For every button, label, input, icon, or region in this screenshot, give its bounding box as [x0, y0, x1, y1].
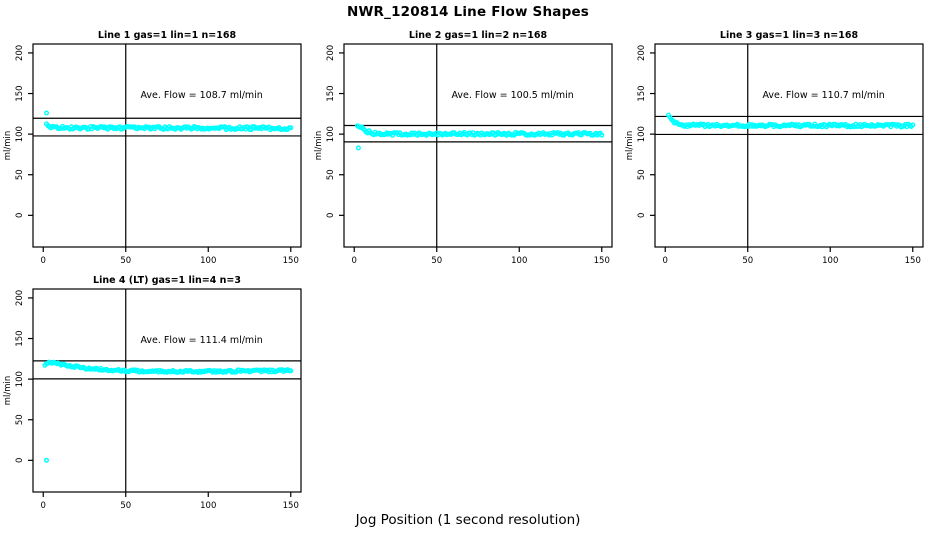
x-tick-label: 50 — [431, 256, 442, 266]
data-point — [599, 132, 605, 138]
x-tick-label: 0 — [41, 256, 46, 266]
panel-title: Line 3 gas=1 lin=3 n=168 — [720, 30, 859, 41]
y-tick-label: 100 — [15, 371, 25, 387]
figure-title: NWR_120814 Line Flow Shapes — [346, 4, 590, 20]
outlier-point — [44, 110, 50, 116]
y-tick-label: 0 — [15, 213, 25, 218]
data-point — [288, 368, 294, 374]
y-tick-label: 200 — [637, 45, 647, 61]
y-tick-label: 200 — [326, 45, 336, 61]
y-tick-label: 0 — [15, 458, 25, 463]
panel-line-2-chart: Line 2 gas=1 lin=2 n=168 0 50 100 150 0 50 100 1… — [314, 30, 613, 266]
x-axis-label: Jog Position (1 second resolution) — [355, 512, 581, 528]
y-axis-title: ml/min — [3, 131, 13, 161]
outlier-point — [355, 145, 361, 151]
x-tick-label: 0 — [41, 501, 46, 511]
y-axis-title: ml/min — [625, 131, 635, 161]
y-tick-label: 50 — [326, 169, 336, 180]
data-point — [910, 122, 916, 128]
y-tick-label: 50 — [15, 169, 25, 180]
panel-title: Line 4 (LT) gas=1 lin=4 n=3 — [93, 275, 241, 286]
plot-box — [343, 43, 613, 248]
ave-flow-annotation: Ave. Flow = 100.5 ml/min — [451, 90, 573, 101]
x-tick-label: 100 — [200, 256, 216, 266]
y-tick-label: 200 — [15, 45, 25, 61]
x-tick-label: 50 — [120, 256, 131, 266]
panel-line-3-chart: Line 3 gas=1 lin=3 n=168 0 50 100 150 0 50 100 1… — [625, 30, 924, 266]
x-tick-label: 100 — [200, 501, 216, 511]
y-tick-label: 100 — [637, 126, 647, 142]
x-tick-label: 100 — [822, 256, 838, 266]
y-tick-label: 150 — [15, 330, 25, 346]
ave-flow-annotation: Ave. Flow = 111.4 ml/min — [140, 335, 262, 346]
panel-line-1-chart: Line 1 gas=1 lin=1 n=168 0 50 100 150 0 50 100 1… — [3, 30, 302, 266]
x-tick-label: 150 — [905, 256, 921, 266]
plot-box — [654, 43, 924, 248]
x-tick-label: 150 — [283, 256, 299, 266]
y-tick-label: 100 — [326, 126, 336, 142]
x-tick-label: 50 — [120, 501, 131, 511]
panel-title: Line 1 gas=1 lin=1 n=168 — [98, 30, 237, 41]
y-tick-label: 150 — [15, 85, 25, 101]
x-tick-label: 0 — [663, 256, 668, 266]
y-tick-label: 200 — [15, 290, 25, 306]
y-axis-title: ml/min — [314, 131, 324, 161]
panel-line-4-chart: Line 4 (LT) gas=1 lin=4 n=3 0 50 100 150 0 50 1… — [3, 275, 302, 511]
ave-flow-annotation: Ave. Flow = 108.7 ml/min — [140, 90, 262, 101]
y-tick-label: 150 — [326, 85, 336, 101]
ave-flow-annotation: Ave. Flow = 110.7 ml/min — [762, 90, 884, 101]
data-point — [288, 125, 294, 131]
y-axis-title: ml/min — [3, 376, 13, 406]
x-tick-label: 150 — [283, 501, 299, 511]
y-tick-label: 50 — [15, 414, 25, 425]
y-tick-label: 100 — [15, 126, 25, 142]
outlier-point — [44, 457, 50, 463]
y-tick-label: 50 — [637, 169, 647, 180]
y-tick-label: 0 — [637, 213, 647, 218]
plot-box — [32, 43, 302, 248]
x-tick-label: 100 — [511, 256, 527, 266]
y-tick-label: 0 — [326, 213, 336, 218]
plot-box — [32, 288, 302, 493]
panel-title: Line 2 gas=1 lin=2 n=168 — [409, 30, 548, 41]
x-tick-label: 0 — [352, 256, 357, 266]
x-tick-label: 50 — [742, 256, 753, 266]
x-tick-label: 150 — [594, 256, 610, 266]
y-tick-label: 150 — [637, 85, 647, 101]
